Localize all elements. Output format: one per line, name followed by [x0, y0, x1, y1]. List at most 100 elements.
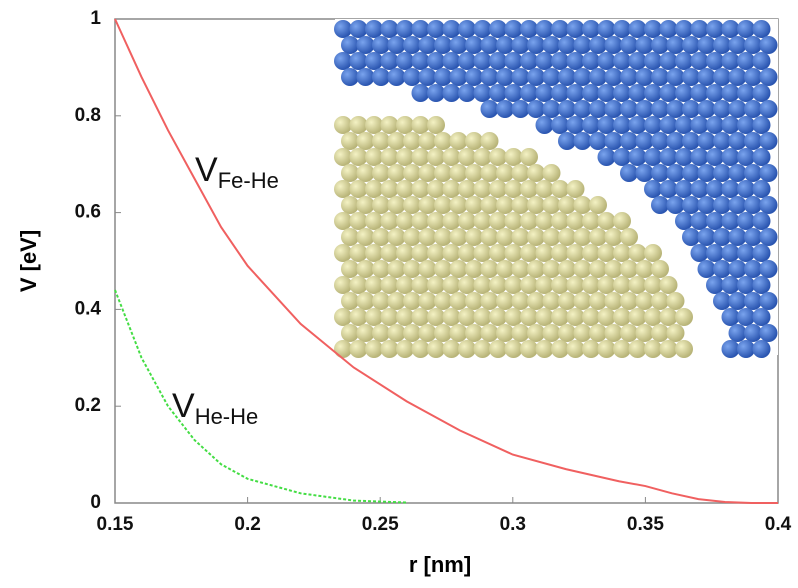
- atom: [372, 196, 390, 214]
- atom: [504, 308, 523, 326]
- atom: [589, 228, 607, 246]
- atom: [628, 340, 647, 358]
- atom: [551, 212, 569, 230]
- y-axis-label: V [eV]: [16, 230, 41, 292]
- atom: [697, 36, 716, 54]
- atom: [365, 180, 383, 198]
- atom: [728, 100, 747, 118]
- atom: [427, 148, 445, 166]
- atom: [411, 212, 430, 230]
- atom: [597, 308, 616, 326]
- atom: [542, 100, 561, 118]
- atom: [759, 228, 778, 246]
- atom: [380, 116, 399, 134]
- atom: [752, 340, 771, 358]
- atom: [465, 164, 483, 182]
- atom: [489, 276, 507, 294]
- atom: [396, 308, 414, 326]
- x-tick-label: 0.15: [97, 514, 134, 535]
- atom: [387, 164, 406, 182]
- atom: [473, 276, 492, 294]
- atom: [744, 228, 762, 246]
- atom: [620, 228, 638, 246]
- atom: [628, 116, 647, 134]
- atom: [697, 100, 716, 118]
- atom: [411, 244, 430, 262]
- atom: [728, 196, 747, 214]
- atom: [744, 196, 762, 214]
- atom: [341, 164, 359, 182]
- atom: [628, 308, 647, 326]
- atom: [458, 52, 476, 70]
- atom: [566, 308, 585, 326]
- atom: [403, 292, 421, 310]
- atom: [356, 324, 375, 342]
- atom: [480, 100, 499, 118]
- y-tick-label: 0: [90, 492, 101, 513]
- atom: [613, 212, 631, 230]
- atom: [442, 308, 461, 326]
- atom: [387, 324, 406, 342]
- atom: [682, 196, 700, 214]
- atom: [504, 20, 523, 38]
- atom: [341, 228, 359, 246]
- atom: [759, 260, 778, 278]
- atom: [449, 36, 468, 54]
- atom: [403, 196, 421, 214]
- atom: [411, 84, 430, 102]
- atom: [582, 20, 600, 38]
- atom: [427, 308, 445, 326]
- atom: [728, 68, 747, 86]
- atom: [620, 292, 638, 310]
- atom: [737, 180, 755, 198]
- atom: [511, 324, 530, 342]
- atom: [356, 164, 375, 182]
- atom: [728, 36, 747, 54]
- atom: [589, 324, 607, 342]
- atom: [396, 116, 414, 134]
- atom: [380, 52, 399, 70]
- atom: [721, 180, 740, 198]
- atom: [613, 116, 631, 134]
- atom: [427, 52, 445, 70]
- atom: [387, 292, 406, 310]
- atom: [620, 164, 638, 182]
- atom: [728, 292, 747, 310]
- atom: [365, 52, 383, 70]
- atom: [349, 244, 368, 262]
- atom: [697, 196, 716, 214]
- atom: [659, 276, 678, 294]
- atom: [520, 340, 538, 358]
- label-main: V: [195, 151, 218, 189]
- atom: [558, 292, 576, 310]
- atom: [520, 308, 538, 326]
- atom: [675, 20, 693, 38]
- atom: [558, 228, 576, 246]
- atom: [334, 52, 352, 70]
- atom: [721, 276, 740, 294]
- atom: [387, 196, 406, 214]
- atom: [349, 148, 368, 166]
- atom: [442, 84, 461, 102]
- atom: [706, 244, 724, 262]
- series-line: [114, 18, 778, 504]
- atom: [527, 164, 545, 182]
- atom: [380, 148, 399, 166]
- atom: [458, 84, 476, 102]
- atom: [372, 164, 390, 182]
- atom: [356, 36, 375, 54]
- atom: [558, 36, 576, 54]
- atom: [620, 100, 638, 118]
- atom: [752, 308, 771, 326]
- atom: [349, 276, 368, 294]
- atom: [496, 260, 514, 278]
- atom: [349, 308, 368, 326]
- atom: [697, 228, 716, 246]
- atom: [411, 116, 430, 134]
- atom: [542, 164, 561, 182]
- atom: [504, 84, 523, 102]
- atom: [334, 308, 352, 326]
- atom: [597, 244, 616, 262]
- atom: [597, 340, 616, 358]
- atom: [418, 196, 437, 214]
